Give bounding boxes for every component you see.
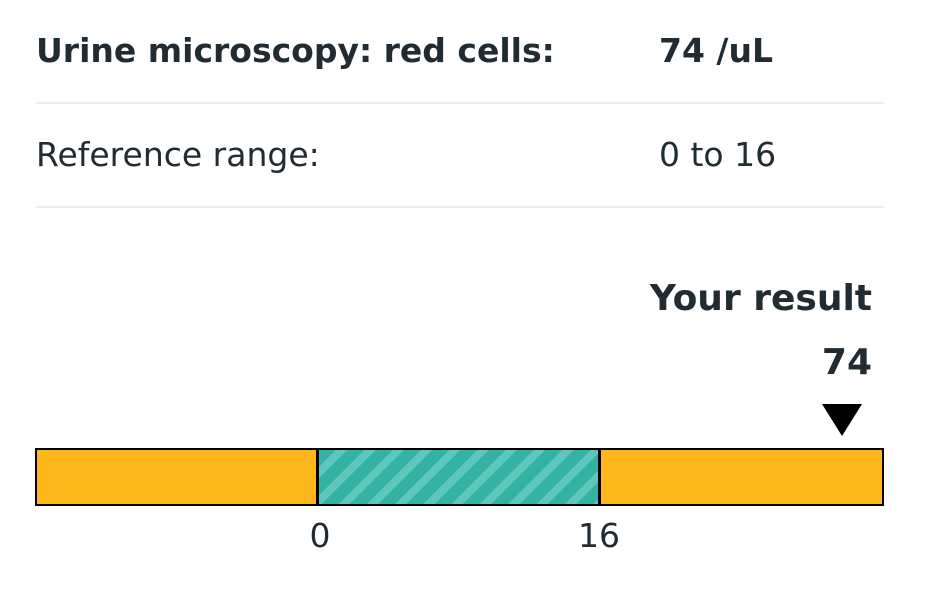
reference-range-value: 0 to 16 <box>659 135 777 174</box>
your-result-heading: Your result <box>649 278 872 319</box>
your-result-value: 74 <box>821 342 872 383</box>
divider <box>36 206 884 208</box>
range-bar-below-range-segment <box>37 450 319 504</box>
range-bar <box>35 448 884 506</box>
test-name-label: Urine microscopy: red cells: <box>36 31 555 70</box>
range-bar-normal-range-segment <box>319 450 601 504</box>
reference-range-label: Reference range: <box>36 135 320 174</box>
test-value: 74 /uL <box>659 31 773 70</box>
range-lower-limit-label: 0 <box>309 516 331 555</box>
range-upper-limit-label: 16 <box>578 516 620 555</box>
result-marker-triangle-icon <box>821 404 862 436</box>
divider <box>36 102 884 104</box>
range-bar-above-range-segment <box>601 450 882 504</box>
